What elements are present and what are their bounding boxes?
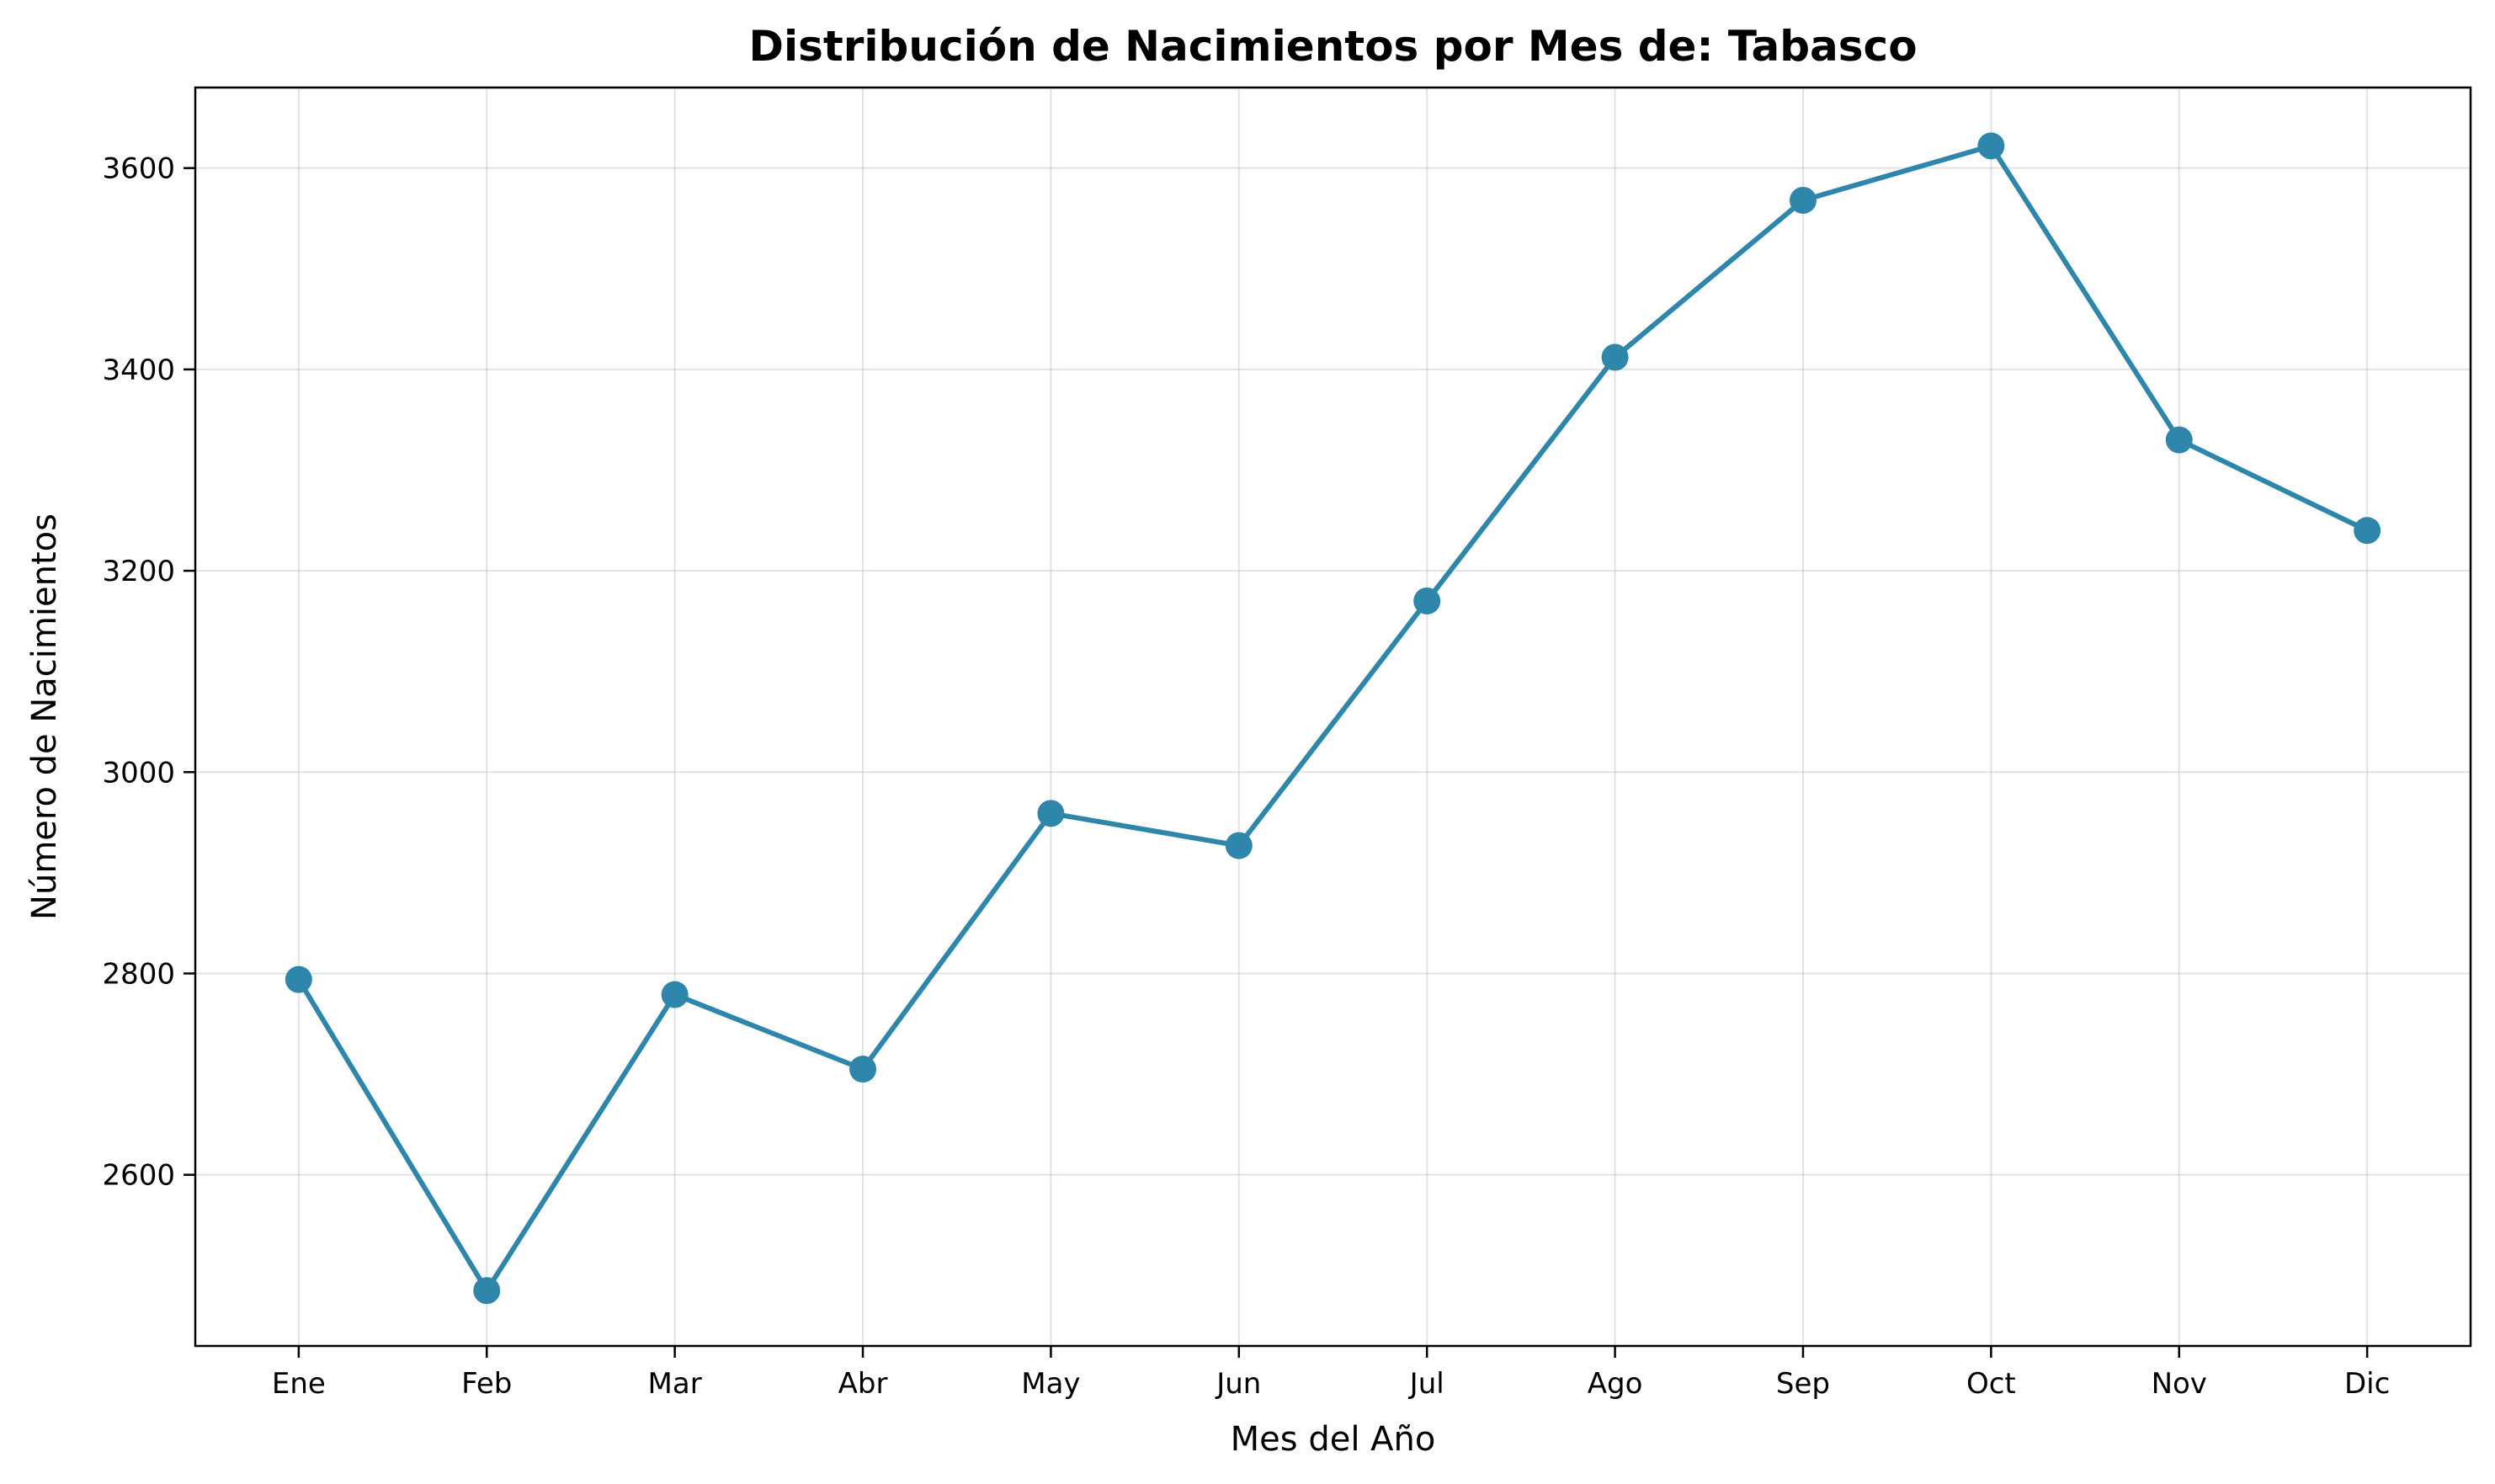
- data-point: [1037, 800, 1065, 827]
- data-point: [2165, 426, 2193, 454]
- x-axis-label: Mes del Año: [1231, 1420, 1436, 1459]
- ticks: Ene Feb Mar Abr May Jun Jul Ago Sep Oct Nov Dic 2600…: [102, 152, 2390, 1401]
- y-tick-label: 3200: [102, 555, 175, 588]
- y-tick-label: 3000: [102, 756, 175, 790]
- data-point: [1413, 587, 1441, 614]
- x-tick-label: Ago: [1588, 1367, 1643, 1401]
- x-tick-label: Jul: [1408, 1367, 1444, 1401]
- series-layer: [285, 132, 2381, 1305]
- data-point: [1789, 186, 1817, 214]
- x-tick-label: Feb: [461, 1367, 512, 1401]
- data-point: [849, 1056, 877, 1083]
- y-tick-label: 2600: [102, 1159, 175, 1193]
- y-tick-label: 3600: [102, 152, 175, 186]
- data-point: [1225, 832, 1253, 859]
- data-point: [661, 981, 689, 1008]
- y-tick-label: 3400: [102, 354, 175, 387]
- y-axis-label: Número de Nacimientos: [25, 513, 64, 920]
- data-point: [285, 965, 312, 993]
- x-tick-label: Nov: [2152, 1367, 2207, 1401]
- grid: [195, 88, 2471, 1346]
- chart-title: Distribución de Nacimientos por Mes de: …: [748, 22, 1917, 71]
- x-tick-label: Sep: [1776, 1367, 1830, 1401]
- x-tick-label: Dic: [2344, 1367, 2390, 1401]
- x-tick-label: May: [1021, 1367, 1080, 1401]
- y-tick-label: 2800: [102, 957, 175, 991]
- x-tick-label: Oct: [1966, 1367, 2016, 1401]
- data-point: [1601, 343, 1629, 371]
- x-tick-label: Ene: [272, 1367, 326, 1401]
- x-tick-label: Mar: [648, 1367, 702, 1401]
- data-point: [473, 1277, 501, 1305]
- x-tick-label: Jun: [1215, 1367, 1261, 1401]
- series-line: [296, 143, 2369, 1294]
- axes-frame: [194, 86, 2472, 1348]
- x-tick-label: Abr: [838, 1367, 888, 1401]
- data-point: [1977, 132, 2005, 160]
- data-point: [2354, 517, 2381, 545]
